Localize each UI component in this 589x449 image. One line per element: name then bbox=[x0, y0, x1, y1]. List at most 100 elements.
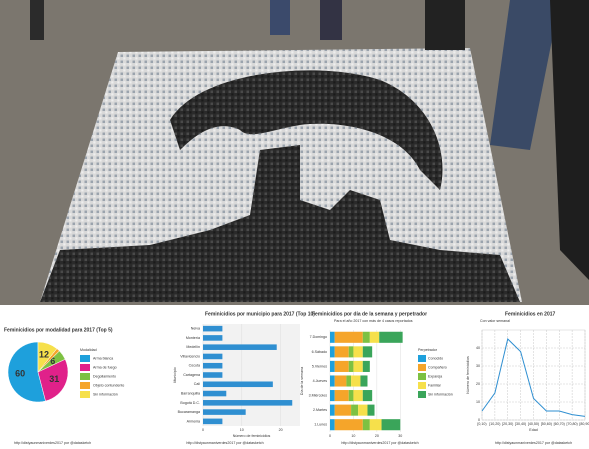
bar-segment bbox=[367, 404, 375, 416]
mosaic-shadow bbox=[40, 145, 520, 302]
bar bbox=[203, 335, 223, 341]
y-tick-label: Cali bbox=[194, 382, 200, 386]
caption: http://distyaunmaniverdes2017 por @datas… bbox=[495, 441, 572, 445]
bar bbox=[203, 353, 223, 360]
bar-segment bbox=[362, 419, 370, 431]
bar-segment bbox=[334, 360, 349, 372]
bar-segment bbox=[334, 390, 349, 402]
x-tick-label: [30,40) bbox=[515, 422, 526, 426]
y-tick-label: Cúcuta bbox=[189, 364, 200, 368]
y-tick-label: 3.Miércoles bbox=[309, 394, 328, 398]
bar-segment bbox=[353, 346, 363, 358]
legend-label: Sin información bbox=[93, 392, 118, 396]
bar bbox=[203, 390, 227, 397]
mosaic-hair bbox=[170, 70, 443, 190]
bar-segment bbox=[330, 346, 335, 358]
x-axis-label: Número de feminicidios bbox=[233, 434, 271, 438]
x-tick-label: [50,60) bbox=[541, 422, 552, 426]
bar-segment bbox=[348, 390, 354, 402]
x-tick-label: 0 bbox=[202, 428, 204, 432]
y-tick-label: 7.Domingo bbox=[310, 335, 327, 339]
bar-segment bbox=[360, 375, 368, 387]
bar-segment bbox=[348, 360, 354, 372]
bar-segment bbox=[330, 331, 335, 343]
y-tick-label: 4.Jueves bbox=[313, 379, 328, 383]
legend-swatch bbox=[418, 373, 426, 380]
y-tick-label: 1.Lunes bbox=[314, 423, 327, 427]
legend-swatch bbox=[80, 364, 90, 371]
bar-segment bbox=[362, 360, 370, 372]
caption: http://distyaunmaniverdes2017 por @datas… bbox=[341, 441, 418, 445]
pie-slice bbox=[7, 341, 46, 403]
charts: Feminicidios por modalidad para 2017 (To… bbox=[4, 311, 589, 445]
y-tick-label: 5.Viernes bbox=[312, 364, 327, 368]
bar-segment bbox=[330, 419, 335, 431]
legend-label: Familiar bbox=[428, 383, 442, 387]
bar-segment bbox=[369, 331, 380, 343]
x-tick-label: 20 bbox=[375, 434, 379, 438]
chart-subtitle: Con valor semanal bbox=[480, 319, 510, 323]
y-tick-label: 30 bbox=[476, 364, 480, 368]
line bbox=[481, 338, 586, 417]
legend-swatch bbox=[80, 373, 90, 380]
person-leg bbox=[30, 0, 44, 40]
x-tick-label: [10,20) bbox=[489, 422, 500, 426]
bar-segment bbox=[351, 404, 359, 416]
x-tick-label: 30 bbox=[398, 434, 402, 438]
caption: http://distyaunmaniverdes2017 por @datas… bbox=[186, 441, 263, 445]
legend-swatch bbox=[418, 364, 426, 371]
bar bbox=[203, 381, 273, 388]
slice-label: 12 bbox=[39, 349, 49, 359]
bar-segment bbox=[353, 360, 363, 372]
y-tick-label: 20 bbox=[476, 382, 480, 386]
legend-swatch bbox=[80, 355, 90, 362]
y-axis-label: Municipio bbox=[173, 367, 177, 382]
bar-segment bbox=[330, 390, 335, 402]
bar-segment bbox=[362, 390, 373, 402]
legend-swatch bbox=[418, 382, 426, 389]
bar bbox=[203, 409, 246, 415]
bar bbox=[203, 372, 223, 378]
y-tick-label: Bogotá D.C. bbox=[180, 401, 200, 405]
bar-segment bbox=[369, 419, 382, 431]
legend-label: Compañero bbox=[428, 365, 447, 369]
legend-swatch bbox=[418, 355, 426, 362]
slice-label: 31 bbox=[49, 374, 59, 384]
x-tick-label: [0,10) bbox=[477, 422, 486, 426]
bar-segment bbox=[330, 375, 335, 387]
caption: http://distyaunmaniverdes2017 por @datas… bbox=[14, 441, 91, 445]
bar-segment bbox=[334, 331, 363, 343]
chart-title: Feminicidios por municipio para 2017 (To… bbox=[205, 311, 315, 317]
x-tick-label: 10 bbox=[240, 428, 244, 432]
legend-label: Arma de fuego bbox=[93, 365, 117, 369]
y-tick-label: 10 bbox=[476, 400, 480, 404]
legend-label: Sin información bbox=[428, 392, 453, 396]
bar-segment bbox=[381, 419, 401, 431]
chart-title: Feminicidios por modalidad para 2017 (To… bbox=[4, 327, 113, 333]
y-tick-label: Montería bbox=[186, 336, 200, 340]
bar-segment bbox=[358, 404, 368, 416]
y-axis-label: Número de feminicidios bbox=[466, 356, 470, 394]
y-tick-label: 0 bbox=[478, 418, 480, 422]
bar-segment bbox=[379, 331, 403, 343]
legend-swatch bbox=[418, 391, 426, 398]
photo bbox=[0, 0, 589, 305]
x-tick-label: [20,30) bbox=[502, 422, 513, 426]
legend-label: Arma blanca bbox=[93, 356, 113, 360]
person-leg bbox=[270, 0, 290, 35]
legend-label: Conocido bbox=[428, 356, 443, 360]
y-tick-label: Cartagena bbox=[183, 373, 200, 377]
bar-segment bbox=[334, 346, 349, 358]
y-tick-label: 2.Martes bbox=[313, 408, 327, 412]
x-tick-label: 20 bbox=[279, 428, 283, 432]
x-tick-label: [60,70) bbox=[554, 422, 565, 426]
y-tick-label: Medellín bbox=[186, 345, 200, 349]
legend-label: Degollamiento bbox=[93, 374, 116, 378]
bar bbox=[203, 400, 293, 406]
chart-title: Feminicidios por día de la semana y perp… bbox=[312, 311, 427, 317]
bar-segment bbox=[346, 375, 352, 387]
y-tick-label: Neiva bbox=[191, 327, 200, 331]
bar-segment bbox=[330, 404, 335, 416]
